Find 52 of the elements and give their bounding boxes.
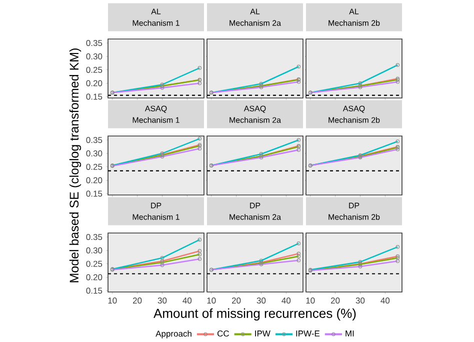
- x-tick-label: 40: [182, 297, 192, 304]
- y-tick-label: 0.25: [86, 260, 102, 267]
- x-tick-label: 20: [330, 297, 340, 304]
- chart-title: ASAQ: [144, 106, 167, 113]
- x-tick-label: 20: [133, 297, 142, 304]
- legend-label: IPW-E: [296, 330, 320, 336]
- x-axis-title: Amount of missing recurrences (%): [154, 308, 356, 320]
- chart-subtitle: Mechanism 2a: [230, 214, 282, 220]
- legend-title: Approach: [156, 330, 192, 338]
- x-tick-label: 20: [232, 297, 241, 304]
- chart-subtitle: Mechanism 2b: [328, 214, 380, 220]
- legend-label: IPW: [255, 330, 270, 336]
- y-tick-label: 0.20: [86, 177, 102, 184]
- chart-title: DP: [151, 202, 162, 208]
- y-tick-label: 0.15: [86, 94, 102, 100]
- x-tick-label: 40: [380, 297, 390, 304]
- y-tick-label: 0.15: [86, 190, 102, 197]
- x-tick-label: 30: [356, 297, 365, 304]
- chart-title: ASAQ: [244, 106, 266, 113]
- chart-title: AL: [151, 8, 161, 14]
- y-tick-label: 0.30: [86, 150, 102, 156]
- chart-subtitle: Mechanism 2b: [328, 20, 380, 26]
- chart-title: AL: [250, 8, 260, 14]
- legend-label: MI: [346, 330, 354, 336]
- chart-title: ASAQ: [342, 106, 365, 113]
- chart-title: DP: [349, 202, 360, 208]
- y-tick-label: 0.30: [86, 53, 102, 60]
- y-tick-label: 0.20: [86, 80, 102, 86]
- y-axis-title: Model based SE (cloglog transformed KM): [69, 48, 82, 282]
- x-tick-label: 10: [207, 297, 216, 304]
- y-tick-label: 0.15: [86, 288, 102, 294]
- x-tick-label: 30: [158, 297, 167, 304]
- chart-title: AL: [349, 8, 359, 14]
- chart-subtitle: Mechanism 2a: [230, 116, 282, 123]
- x-tick-label: 10: [108, 297, 117, 304]
- y-tick-label: 0.30: [86, 247, 102, 254]
- chart-subtitle: Mechanism 2a: [230, 20, 282, 26]
- y-tick-label: 0.35: [86, 234, 102, 240]
- y-tick-label: 0.35: [86, 136, 102, 143]
- x-tick-label: 30: [256, 297, 266, 304]
- chart-subtitle: Mechanism 1: [132, 116, 180, 123]
- chart-title: DP: [250, 202, 260, 208]
- y-tick-label: 0.35: [86, 40, 102, 46]
- legend-label: CC: [217, 330, 229, 336]
- chart-subtitle: Mechanism 2b: [328, 116, 380, 123]
- y-tick-label: 0.25: [86, 66, 102, 73]
- chart-subtitle: Mechanism 1: [132, 20, 180, 26]
- x-tick-label: 40: [282, 297, 291, 304]
- y-tick-label: 0.20: [86, 274, 102, 280]
- x-tick-label: 10: [306, 297, 315, 304]
- y-tick-label: 0.25: [86, 164, 102, 170]
- chart-subtitle: Mechanism 1: [132, 214, 180, 220]
